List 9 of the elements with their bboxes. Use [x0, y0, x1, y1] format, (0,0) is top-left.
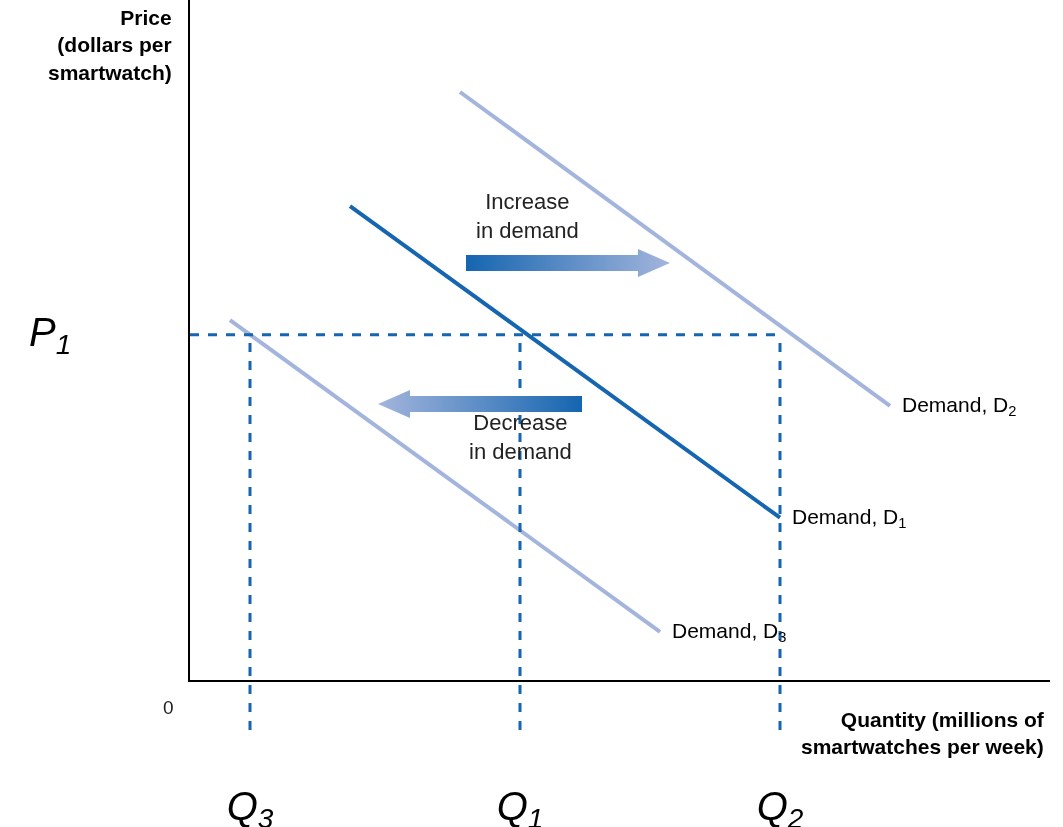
ref-line-label: P$_{1}$: [29, 310, 72, 361]
series-label: Demand, D$_{1}$: [792, 505, 907, 532]
annotation: Increase in demand: [476, 189, 579, 243]
series-label: Demand, D$_{3}$: [672, 619, 787, 646]
series-label: Demand, D$_{2}$: [902, 393, 1017, 420]
y-axis-title: Price (dollars per smartwatch): [48, 6, 172, 84]
annotation: Decrease in demand: [469, 410, 572, 464]
text: 0: [163, 697, 174, 718]
x-axis-title: Quantity (millions of smartwatches per week): [801, 708, 1045, 759]
